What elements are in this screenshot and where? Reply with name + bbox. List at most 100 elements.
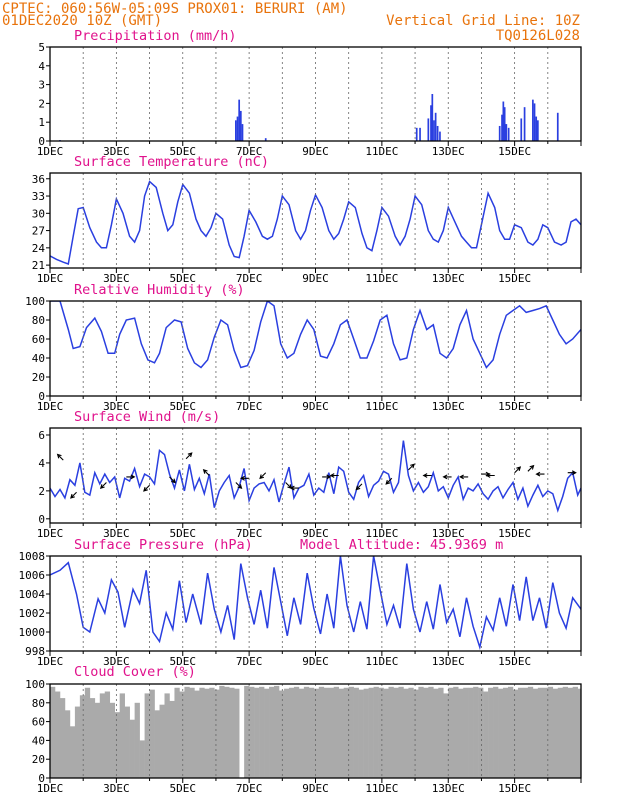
precip-xtick-label-1: 3DEC	[103, 145, 130, 158]
cloud-bar-33	[214, 689, 220, 778]
wind-line	[50, 440, 581, 513]
cloud-bar-94	[517, 687, 524, 778]
temp-panel: 21 24 27 30 33 36 1DEC 3DEC 5DEC 7DEC 9DEC 11DEC 13D…	[32, 172, 582, 285]
cloud-xtick-label-6: 13DEC	[432, 782, 465, 795]
cloud-bar-21	[154, 710, 160, 778]
precip-bar-24	[532, 99, 534, 141]
precip-bar-13	[434, 112, 437, 141]
pres-ytick-label-3: 1004	[19, 588, 46, 601]
cloud-bar-37	[234, 688, 240, 778]
pres-ytick-label-1: 1000	[19, 626, 46, 639]
cloud-bar-76	[428, 686, 434, 778]
wind-xtick-label-3: 7DEC	[236, 527, 263, 540]
cloud-bar-56	[328, 687, 335, 778]
wind-arrow-22	[485, 473, 495, 478]
cloud-bar-105	[572, 686, 578, 778]
rh-ytick-label-4: 80	[32, 314, 45, 327]
precip-bar-25	[533, 103, 536, 141]
wind-arrow-15	[355, 483, 363, 491]
wind-arrow-11	[285, 482, 293, 489]
cloud-bar-26	[179, 691, 185, 778]
wind-arrow-12	[289, 485, 299, 491]
header-run-date: 01DEC2020 10Z (GMT)	[2, 13, 162, 29]
cloud-xtick-label-0: 1DEC	[37, 782, 64, 795]
pres-data	[50, 556, 581, 651]
cloud-bar-47	[283, 688, 290, 778]
cloud-bar-49	[293, 686, 300, 778]
cloud-bar-53	[313, 688, 320, 778]
cloud-bar-30	[199, 687, 205, 778]
cloud-bar-96	[527, 686, 534, 778]
cloud-bar-13	[114, 712, 120, 778]
cloud-bar-93	[512, 689, 519, 778]
wind-arrow-20	[459, 474, 469, 480]
cloud-bar-59	[343, 687, 349, 778]
precip-data	[59, 94, 559, 141]
cloud-bar-5	[74, 706, 81, 778]
precip-ytick-label-0: 0	[38, 135, 45, 148]
cloud-bar-0	[50, 686, 56, 778]
temp-title: Surface Temperature (nC)	[74, 154, 269, 170]
wind-arrow-9	[239, 475, 250, 481]
cloud-panel: 0 20 40 60 80 100 1DEC 3DEC 5DEC 7DEC 9DEC 11DEC 13D…	[25, 678, 582, 795]
rh-data	[50, 301, 581, 369]
cloud-bar-48	[288, 687, 295, 778]
rh-xtick-label-1: 3DEC	[103, 400, 130, 413]
cloud-bar-72	[408, 687, 414, 778]
cloud-ytick-label-0: 0	[38, 772, 45, 785]
temp-ytick-label-4: 33	[32, 190, 45, 203]
precip-ytick-label-4: 4	[38, 60, 45, 73]
precip-bar-5	[241, 124, 244, 141]
cloud-bar-73	[413, 689, 419, 778]
cloud-bar-14	[119, 693, 125, 778]
rh-line	[50, 301, 581, 369]
cloud-bar-51	[303, 686, 310, 778]
cloud-xtick-label-2: 5DEC	[170, 782, 197, 795]
precip-xtick-label-5: 11DEC	[365, 145, 398, 158]
wind-arrow-8	[235, 482, 243, 489]
precip-xtick-label-2: 5DEC	[170, 145, 197, 158]
cloud-bar-64	[368, 687, 374, 778]
wind-arrow-23	[514, 466, 522, 474]
wind-ytick-label-1: 2	[38, 485, 45, 498]
precip-ytick-label-5: 5	[38, 41, 45, 54]
precip-bar-12	[433, 120, 435, 141]
cloud-bar-41	[254, 687, 260, 778]
cloud-bar-77	[433, 688, 439, 778]
cloud-bar-39	[244, 685, 250, 778]
precip-bar-4	[239, 110, 242, 141]
precip-bar-8	[419, 127, 421, 141]
cloud-bar-58	[338, 688, 345, 778]
temp-ytick-label-0: 21	[32, 259, 45, 272]
cloud-bar-25	[174, 687, 180, 778]
temp-xtick-label-0: 1DEC	[37, 272, 64, 285]
precip-bar-26	[535, 116, 538, 141]
cloud-bar-11	[104, 691, 111, 778]
precip-bar-28	[556, 112, 559, 141]
rh-xtick-label-3: 7DEC	[236, 400, 263, 413]
precip-bar-16	[498, 125, 501, 141]
temp-xtick-label-5: 11DEC	[365, 272, 398, 285]
rh-xtick-label-0: 1DEC	[37, 400, 64, 413]
cloud-xtick-label-1: 3DEC	[103, 782, 130, 795]
wind-arrow-0	[56, 453, 64, 461]
cloud-bar-62	[358, 689, 364, 778]
cloud-bar-20	[149, 689, 155, 778]
cloud-ytick-label-5: 100	[25, 678, 45, 691]
pres-xtick-label-5: 11DEC	[365, 655, 398, 668]
precip-bar-6	[264, 138, 267, 141]
cloud-bar-90	[498, 688, 504, 778]
cloud-xtick-label-4: 9DEC	[302, 782, 329, 795]
cloud-bar-52	[308, 687, 315, 778]
precip-bar-1	[235, 120, 237, 141]
cloud-bar-70	[398, 686, 404, 778]
cloud-bar-91	[503, 687, 509, 778]
cloud-bar-60	[348, 686, 354, 778]
wind-title: Surface Wind (m/s)	[74, 409, 220, 425]
temp-xtick-label-3: 7DEC	[236, 272, 263, 285]
pres-ytick-label-4: 1006	[19, 569, 46, 582]
precip-bar-7	[415, 127, 418, 141]
pres-ytick-label-0: 998	[25, 645, 45, 658]
pres-xtick-label-2: 5DEC	[170, 655, 197, 668]
cloud-bar-106	[577, 688, 581, 778]
